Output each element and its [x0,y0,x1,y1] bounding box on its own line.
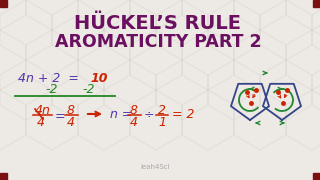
Text: leah4Sci: leah4Sci [140,164,170,170]
Text: =: = [55,110,66,123]
Text: 8: 8 [130,104,138,117]
Text: 2: 2 [158,104,166,117]
Text: n =: n = [110,108,132,121]
Text: 4n: 4n [35,104,51,117]
Text: AROMATICITY PART 2: AROMATICITY PART 2 [55,33,261,51]
Text: 4: 4 [67,116,75,129]
Text: 8: 8 [67,104,75,117]
Bar [313,173,320,180]
Text: 4: 4 [37,116,45,129]
Bar [0,173,7,180]
Text: -2: -2 [82,83,94,96]
Bar [313,0,320,7]
Text: -2: -2 [45,83,58,96]
Text: ÷: ÷ [144,108,155,121]
Text: 4: 4 [130,116,138,129]
Text: = 2: = 2 [172,108,195,121]
Text: 10: 10 [90,72,108,85]
Text: HÜCKEL’S RULE: HÜCKEL’S RULE [75,14,242,33]
Text: 4n + 2  =: 4n + 2 = [18,72,79,85]
Text: 1: 1 [158,116,166,129]
Bar [0,0,7,7]
